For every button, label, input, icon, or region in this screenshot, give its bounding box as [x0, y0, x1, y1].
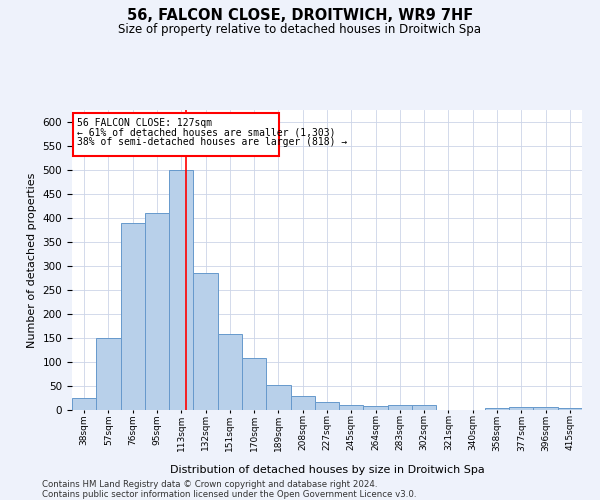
- Text: ← 61% of detached houses are smaller (1,303): ← 61% of detached houses are smaller (1,…: [77, 128, 335, 138]
- Bar: [290, 396, 315, 410]
- Bar: [72, 398, 96, 410]
- FancyBboxPatch shape: [73, 114, 279, 156]
- Text: Size of property relative to detached houses in Droitwich Spa: Size of property relative to detached ho…: [119, 22, 482, 36]
- Bar: [121, 223, 145, 410]
- Bar: [96, 338, 121, 410]
- Bar: [388, 405, 412, 410]
- Y-axis label: Number of detached properties: Number of detached properties: [27, 172, 37, 348]
- Bar: [509, 407, 533, 410]
- Bar: [193, 273, 218, 410]
- Bar: [242, 358, 266, 410]
- Bar: [315, 402, 339, 410]
- Bar: [145, 213, 169, 410]
- Text: 38% of semi-detached houses are larger (818) →: 38% of semi-detached houses are larger (…: [77, 138, 347, 147]
- Text: Distribution of detached houses by size in Droitwich Spa: Distribution of detached houses by size …: [170, 465, 484, 475]
- Bar: [412, 405, 436, 410]
- Text: 56, FALCON CLOSE, DROITWICH, WR9 7HF: 56, FALCON CLOSE, DROITWICH, WR9 7HF: [127, 8, 473, 22]
- Bar: [266, 384, 290, 410]
- Text: Contains HM Land Registry data © Crown copyright and database right 2024.
Contai: Contains HM Land Registry data © Crown c…: [42, 480, 416, 499]
- Text: 56 FALCON CLOSE: 127sqm: 56 FALCON CLOSE: 127sqm: [77, 118, 212, 128]
- Bar: [169, 170, 193, 410]
- Bar: [339, 405, 364, 410]
- Bar: [218, 334, 242, 410]
- Bar: [364, 406, 388, 410]
- Bar: [485, 408, 509, 410]
- Bar: [533, 407, 558, 410]
- Bar: [558, 408, 582, 410]
